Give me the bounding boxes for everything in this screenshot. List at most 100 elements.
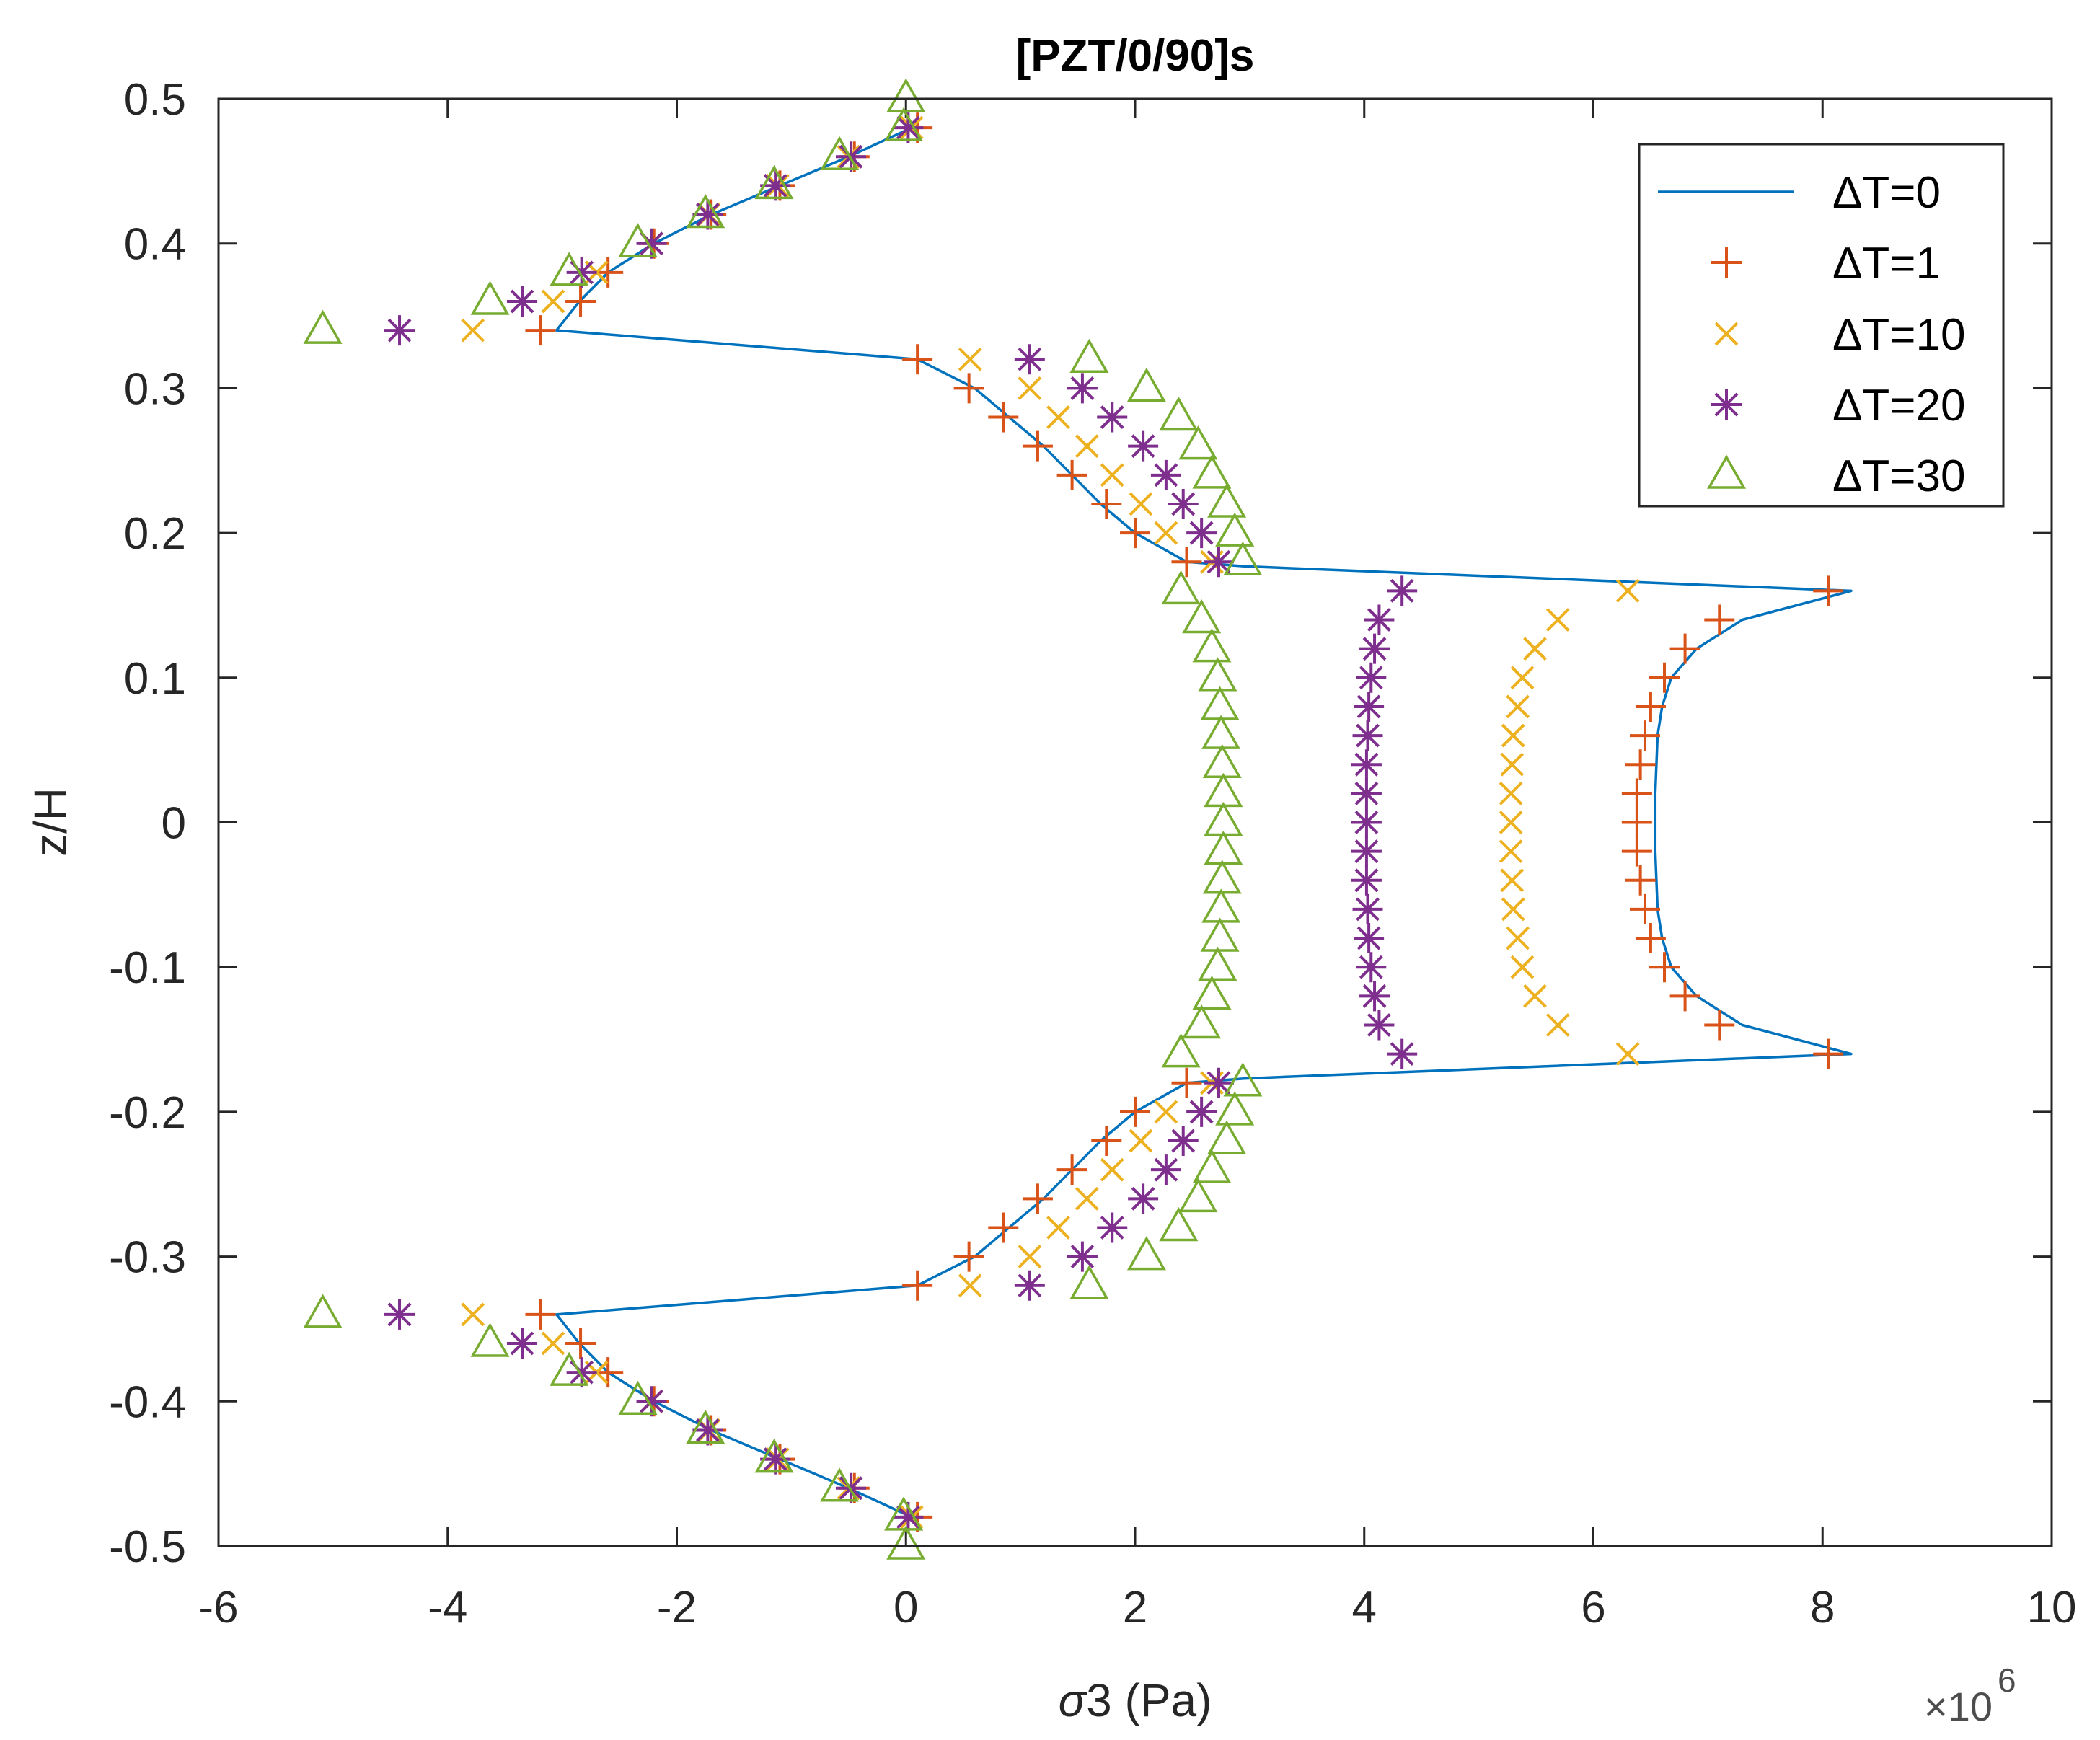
marker-dT20 — [1351, 749, 1382, 780]
marker-dT20 — [893, 112, 924, 143]
marker-dT30 — [550, 1351, 589, 1386]
marker-dT10 — [1075, 434, 1099, 459]
marker-dT1 — [988, 402, 1019, 433]
marker-dT20 — [760, 170, 791, 201]
marker-dT20 — [1351, 778, 1382, 809]
legend-marker-dT10 — [1714, 322, 1739, 346]
marker-dT10 — [1615, 1042, 1640, 1066]
marker-dT30 — [1207, 1120, 1247, 1154]
marker-dT30 — [686, 1409, 725, 1444]
marker-dT10 — [461, 318, 485, 343]
marker-dT30 — [686, 194, 725, 229]
marker-dT1 — [1120, 518, 1150, 549]
marker-dT20 — [1359, 633, 1390, 664]
marker-dT20 — [1168, 1126, 1199, 1157]
marker-dT1 — [1056, 459, 1088, 490]
x-axis-label: σ3 (Pa) — [1059, 1674, 1212, 1726]
legend-entry-dT1: ΔT=1 — [1711, 239, 1941, 288]
marker-dT20 — [1364, 604, 1395, 635]
marker-dT20 — [1356, 662, 1387, 693]
marker-dT20 — [1014, 1270, 1045, 1301]
marker-dT20 — [1097, 1212, 1128, 1243]
marker-dT1 — [1022, 1183, 1053, 1214]
marker-dT30 — [1126, 1236, 1166, 1271]
marker-dT10 — [1499, 839, 1523, 864]
marker-dT20 — [1203, 547, 1234, 578]
marker-dT1 — [565, 1328, 596, 1359]
marker-dT1 — [953, 1241, 984, 1272]
marker-dT10 — [1501, 723, 1525, 748]
chart-title: [PZT/0/90]s — [1016, 31, 1255, 81]
y-tick-label: -0.1 — [109, 943, 186, 993]
legend-label: ΔT=30 — [1832, 451, 1965, 501]
marker-dT10 — [958, 1273, 982, 1298]
marker-dT20 — [692, 199, 723, 230]
marker-dT1 — [1704, 1010, 1735, 1041]
marker-dT20 — [566, 257, 597, 288]
marker-dT30 — [820, 1467, 860, 1502]
marker-dT20 — [384, 1299, 415, 1330]
marker-dT1 — [1091, 488, 1122, 519]
x-axis-label-text: 3 (Pa) — [1086, 1674, 1212, 1726]
marker-dT30 — [886, 78, 926, 112]
marker-dT1 — [1621, 836, 1652, 867]
axes-box — [217, 97, 2053, 1547]
x-axis-exponent-base: ×10 — [1924, 1684, 1993, 1729]
marker-dT30 — [1215, 512, 1255, 547]
marker-dT10 — [1154, 1100, 1178, 1124]
x-tick-label: -2 — [657, 1583, 697, 1633]
marker-dT1 — [1704, 604, 1735, 635]
y-tick-label: -0.3 — [109, 1233, 186, 1283]
y-tick-label: 0 — [162, 799, 186, 849]
marker-dT1 — [1813, 575, 1844, 606]
marker-dT1 — [988, 1212, 1019, 1243]
y-tick-label: 0.2 — [124, 509, 186, 559]
marker-dT10 — [1615, 578, 1640, 603]
marker-dT30 — [303, 309, 343, 344]
marker-dT20 — [636, 1386, 667, 1417]
marker-dT20 — [1128, 430, 1159, 462]
marker-dT1 — [1635, 923, 1666, 954]
marker-dT10 — [1510, 955, 1535, 979]
marker-dT30 — [884, 107, 924, 141]
marker-dT1 — [525, 1299, 556, 1330]
legend-marker-dT1 — [1711, 247, 1742, 278]
legend-marker-dT30 — [1706, 454, 1747, 489]
marker-dT30 — [1223, 541, 1263, 575]
x-tick-label: 10 — [2027, 1583, 2077, 1633]
marker-dT1 — [1625, 749, 1656, 780]
marker-dT20 — [1150, 1154, 1181, 1185]
marker-dT20 — [1352, 720, 1383, 751]
marker-dT30 — [1192, 1149, 1232, 1183]
marker-dT30 — [886, 1525, 926, 1560]
marker-dT1 — [1649, 662, 1680, 693]
marker-dT20 — [893, 1501, 924, 1532]
marker-dT10 — [1545, 1013, 1570, 1037]
marker-dT30 — [754, 164, 794, 200]
marker-dT30 — [884, 1496, 924, 1531]
marker-dT20 — [1150, 459, 1181, 490]
marker-dT10 — [1046, 1216, 1070, 1240]
marker-dT1 — [1621, 807, 1652, 838]
marker-dT30 — [1159, 1206, 1199, 1242]
x-tick-label: 0 — [894, 1583, 918, 1633]
x-tick-label: 8 — [1810, 1583, 1835, 1633]
y-axis-label: z/H — [25, 787, 76, 857]
marker-dT10 — [1500, 752, 1525, 777]
y-tick-label: -0.4 — [109, 1377, 186, 1427]
marker-dT1 — [1120, 1096, 1150, 1127]
marker-dT10 — [1545, 608, 1570, 632]
legend: ΔT=0 ΔT=1 ΔT=10 ΔT=20 ΔT=30 — [1638, 143, 2005, 508]
marker-dT1 — [1625, 865, 1656, 896]
legend-label: ΔT=1 — [1832, 239, 1941, 288]
marker-dT20 — [1203, 1067, 1234, 1098]
marker-dT20 — [1354, 691, 1385, 722]
marker-dT10 — [1501, 897, 1525, 922]
series-markers-dT20 — [384, 112, 1418, 1532]
marker-dT1 — [902, 344, 933, 375]
marker-dT20 — [1014, 344, 1045, 375]
marker-dT1 — [1813, 1038, 1844, 1069]
marker-dT1 — [1621, 778, 1652, 809]
